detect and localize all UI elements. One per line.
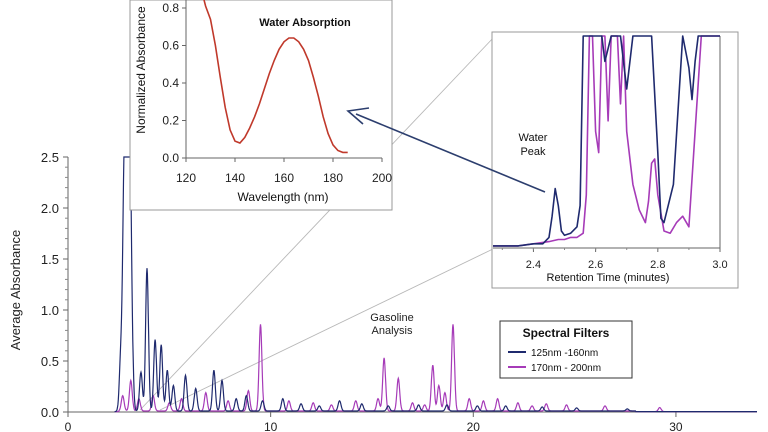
gasoline-annotation-line2: Analysis — [372, 325, 413, 337]
main-y-tick-label: 0.5 — [41, 354, 59, 369]
series-170-200nm-line — [114, 324, 757, 413]
inset-spectrum-x-tick-label: 180 — [323, 171, 343, 185]
main-y-axis-label: Average Absorbance — [8, 230, 23, 350]
inset-spectrum-y-tick-label: 0.6 — [162, 39, 179, 53]
gasoline-annotation-line1: Gasoline — [370, 312, 413, 324]
inset-zoom-axes: 2.4 2.6 2.8 3.0 — [493, 36, 728, 271]
main-y-tick-label: 2.0 — [41, 201, 59, 216]
inset-spectrum-y-tick-label: 0.4 — [162, 76, 179, 90]
main-y-tick-label: 0.0 — [41, 405, 59, 420]
main-x-tick-label: 0 — [65, 420, 72, 432]
inset-zoom-x-tick-label: 2.4 — [526, 259, 541, 271]
legend-entry-170-200: 170nm - 200nm — [531, 363, 601, 374]
inset-spectrum-series-group — [203, 0, 348, 154]
inset-spectrum-y-tick-label: 0.8 — [162, 1, 179, 15]
inset-spectrum-axes: 0.0 0.2 0.4 0.6 0.8 120 140 160 180 200 — [162, 0, 392, 185]
inset-spectrum-x-axis-label: Wavelength (nm) — [238, 190, 329, 204]
main-chart: 0.0 0.5 1.0 1.5 2.0 2.5 0 10 20 30 Average Absorb… — [8, 150, 757, 432]
zoom-connectors — [139, 35, 496, 411]
legend: Spectral Filters 125nm -160nm 170nm - 20… — [499, 320, 633, 379]
inset-zoom-x-tick-label: 2.6 — [588, 259, 603, 271]
inset-zoom-x-tick-label: 3.0 — [712, 259, 727, 271]
water-peak-arrow — [346, 107, 546, 193]
main-x-tick-label: 30 — [669, 420, 683, 432]
inset-spectrum-title: Water Absorption — [259, 17, 351, 29]
main-series-group — [114, 156, 757, 413]
main-x-tick-label: 20 — [467, 420, 481, 432]
legend-title: Spectral Filters — [523, 326, 610, 340]
inset-spectrum-chart: 0.0 0.2 0.4 0.6 0.8 120 140 160 180 200 Water Abs… — [129, 0, 393, 211]
inset-spectrum-y-tick-label: 0.0 — [162, 151, 179, 165]
inset-spectrum-x-tick-label: 160 — [274, 171, 294, 185]
series-125-160nm-line — [114, 156, 757, 413]
legend-entry-125-160: 125nm -160nm — [531, 348, 598, 359]
main-y-tick-label: 1.5 — [41, 252, 59, 267]
inset-spectrum-x-tick-label: 200 — [372, 171, 392, 185]
inset-spectrum-y-axis-label: Normalized Absorbance — [134, 6, 148, 134]
main-x-tick-label: 10 — [264, 420, 278, 432]
inset-spectrum-x-tick-label: 140 — [225, 171, 245, 185]
inset-zoom-chart: 2.4 2.6 2.8 3.0 Water Peak Retention Time (… — [491, 31, 739, 289]
main-axes: 0.0 0.5 1.0 1.5 2.0 2.5 0 10 20 30 — [41, 150, 757, 432]
main-y-tick-label: 1.0 — [41, 303, 59, 318]
water-peak-annotation-line2: Peak — [520, 146, 546, 158]
inset-spectrum-y-tick-label: 0.2 — [162, 114, 179, 128]
inset-zoom-x-axis-label: Retention Time (minutes) — [547, 272, 670, 284]
water-peak-annotation-line1: Water — [519, 132, 548, 144]
inset-zoom-series-group — [492, 35, 721, 247]
inset-spectrum-x-tick-label: 120 — [176, 171, 196, 185]
inset-zoom-x-tick-label: 2.8 — [650, 259, 665, 271]
main-y-tick-label: 2.5 — [41, 150, 59, 165]
